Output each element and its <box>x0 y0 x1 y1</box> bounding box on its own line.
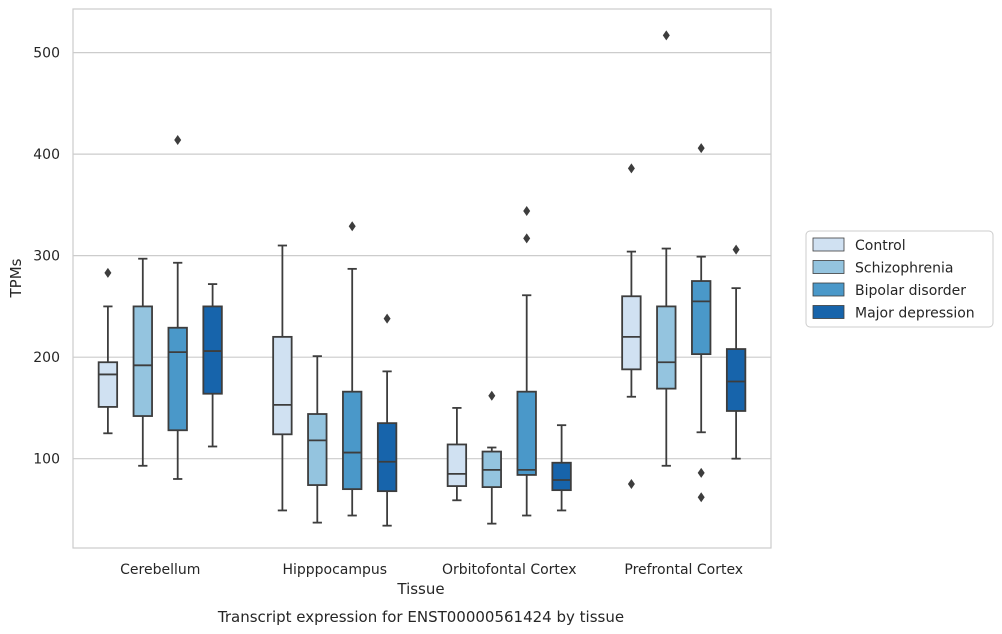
x-tick-label: Orbitofontal Cortex <box>442 562 577 578</box>
outlier-point <box>174 134 182 145</box>
grid <box>73 52 771 460</box>
outlier-point <box>697 467 705 478</box>
box-schizophrenia <box>307 355 328 524</box>
legend-label: Control <box>855 238 906 254</box>
box <box>342 390 363 491</box>
box-major-depression <box>725 244 747 460</box>
box <box>167 326 188 432</box>
outlier-point <box>523 205 531 216</box>
box-bipolar-disorder <box>167 134 188 480</box>
box <box>307 413 328 486</box>
box <box>272 335 293 436</box>
legend-label: Bipolar disorder <box>855 283 966 299</box>
legend-swatch <box>812 237 845 252</box>
plot-area <box>97 30 747 527</box>
box-schizophrenia <box>132 257 153 467</box>
outlier-point <box>627 479 635 490</box>
y-axis-label: TPMs <box>7 258 25 298</box>
y-tick-label: 500 <box>33 46 60 62</box>
x-axis-label: Tissue <box>396 580 444 598</box>
box <box>132 305 153 417</box>
y-tick-label: 400 <box>33 147 60 163</box>
outlier-point <box>697 492 705 503</box>
outlier-point <box>348 221 356 232</box>
outlier-point <box>697 143 705 154</box>
outlier-point <box>488 390 496 401</box>
box-schizophrenia <box>656 30 677 467</box>
chart-title: Transcript expression for ENST0000056142… <box>217 608 624 626</box>
legend-swatch <box>812 305 845 319</box>
outlier-point <box>627 163 635 174</box>
y-axis: 100 200 300 400 500 <box>33 46 60 468</box>
box-major-depression <box>376 313 398 527</box>
legend-swatch <box>812 282 845 297</box>
box-control <box>272 244 293 512</box>
x-axis: Cerebellum Hipppocampus Orbitofontal Corte… <box>120 562 743 578</box>
box <box>376 422 398 493</box>
box-control <box>97 267 119 435</box>
outlier-point <box>662 30 670 41</box>
box <box>516 390 537 476</box>
x-tick-label: Hipppocampus <box>282 562 387 578</box>
legend-label: Major depression <box>855 306 975 322</box>
outlier-point <box>732 244 740 255</box>
box-major-depression <box>202 283 223 448</box>
box <box>97 361 119 408</box>
box-control <box>621 163 642 490</box>
box <box>656 305 677 390</box>
y-tick-label: 300 <box>33 249 60 265</box>
outlier-point <box>523 233 531 244</box>
box-control <box>446 407 468 502</box>
box-major-depression <box>551 424 572 512</box>
legend-label: Schizophrenia <box>855 261 953 277</box>
y-tick-label: 200 <box>33 350 60 366</box>
legend: Control Schizophrenia Bipolar disorder Majo… <box>805 230 994 328</box>
legend-swatch <box>812 260 845 274</box>
box-bipolar-disorder <box>342 221 363 517</box>
box <box>446 443 468 487</box>
x-tick-label: Cerebellum <box>120 562 200 578</box>
box <box>551 461 572 492</box>
x-tick-label: Prefrontal Cortex <box>624 562 743 578</box>
box <box>725 348 747 412</box>
box-schizophrenia <box>481 390 502 525</box>
box <box>202 305 223 395</box>
legend-frame <box>805 230 994 328</box>
box <box>691 280 712 356</box>
outlier-point <box>104 267 112 278</box>
box <box>621 295 642 371</box>
y-tick-label: 100 <box>33 452 60 468</box>
box-bipolar-disorder <box>691 143 712 503</box>
plot-frame <box>72 8 772 549</box>
outlier-point <box>383 313 391 324</box>
box-bipolar-disorder <box>516 205 537 517</box>
